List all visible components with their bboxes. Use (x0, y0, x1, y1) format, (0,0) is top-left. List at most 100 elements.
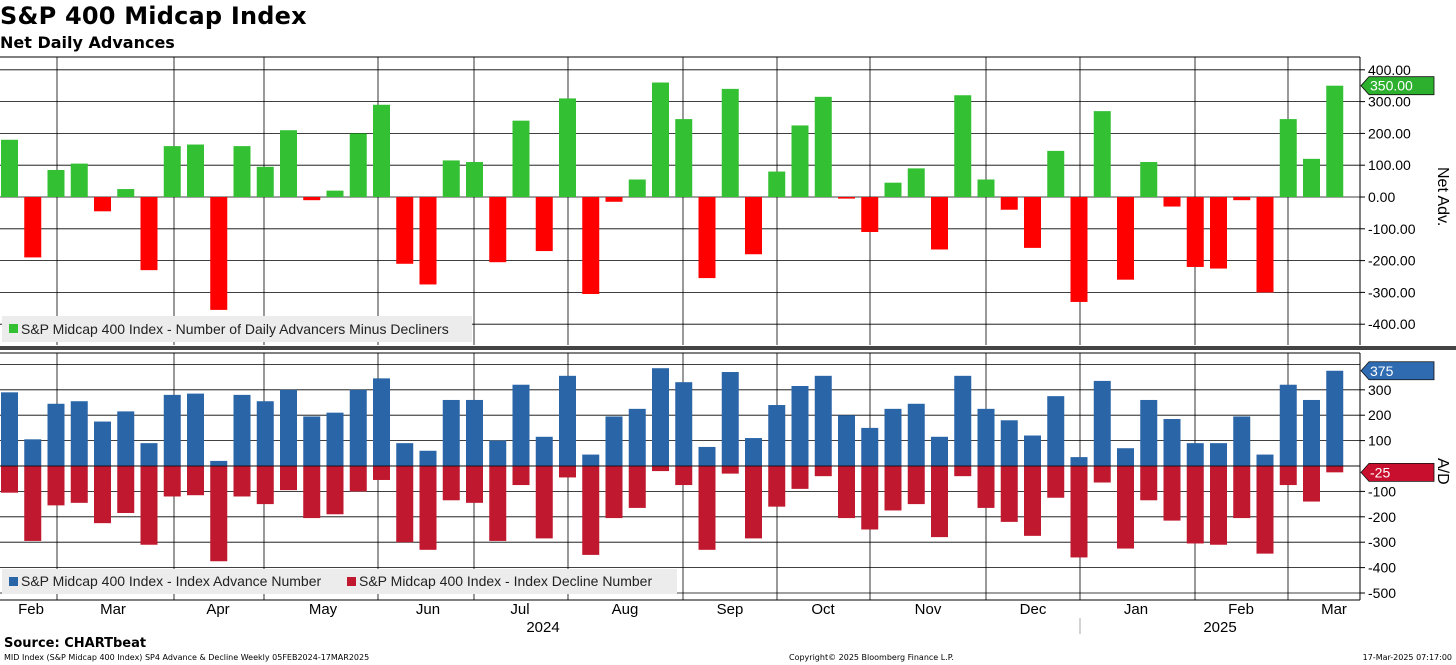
decline-bar (745, 466, 762, 539)
footer-timestamp: 17-Mar-2025 07:17:00 (1362, 653, 1452, 662)
net-advance-bar (1279, 119, 1297, 197)
decline-bar (303, 466, 321, 519)
advance-bar (256, 401, 274, 466)
net-advance-bar (884, 182, 902, 197)
last-value-badges: 350.00 375 -25 (1360, 76, 1435, 482)
decline-bar (628, 466, 646, 508)
top-panel-grid (0, 56, 1360, 345)
advance-bar (931, 436, 948, 466)
x-tick-label: Sep (717, 601, 744, 618)
advance-bar (163, 394, 181, 466)
net-advance-bar (512, 120, 530, 197)
advance-bar (977, 408, 995, 466)
net-advance-bar (1000, 197, 1018, 210)
advance-bar (1186, 443, 1204, 466)
net-advance-bar (47, 169, 65, 197)
x-tick-label: Aug (612, 601, 639, 618)
advance-bar (698, 446, 716, 466)
net-advance-bar (1186, 197, 1204, 267)
advance-bar (884, 408, 902, 466)
x-tick-label: Apr (206, 601, 229, 618)
net-advance-bar (187, 144, 204, 197)
net-advance-bar (256, 166, 274, 197)
decline-bar (931, 466, 948, 538)
net-advance-bar (1163, 197, 1181, 207)
badge-label: 350.00 (1370, 78, 1413, 94)
advance-bar (1000, 420, 1018, 466)
net-advance-bar (303, 197, 321, 201)
decline-bar (652, 466, 669, 472)
advance-bar (1256, 454, 1274, 466)
net-advance-bar (931, 197, 948, 250)
advance-bar (70, 401, 88, 466)
advance-bar (1163, 419, 1181, 466)
net-advance-bar (1024, 197, 1041, 248)
net-advance-bar (954, 95, 972, 197)
decline-bar (605, 466, 623, 519)
decline-bar (1326, 466, 1344, 473)
decline-bar (1279, 466, 1297, 486)
x-tick-label: Jan (1124, 601, 1148, 618)
y-tick-label: -400 (1368, 560, 1396, 576)
decline-bar (884, 466, 902, 511)
advance-bar (1210, 443, 1227, 466)
x-tick-label: Oct (811, 601, 835, 618)
y-tick-label: 300.00 (1368, 94, 1411, 110)
y-tick-label: 400.00 (1368, 62, 1411, 78)
net-advance-bar (1, 139, 18, 197)
advance-bar (466, 399, 483, 466)
advance-bar (1024, 435, 1041, 466)
net-advance-bar (140, 197, 158, 271)
advance-decline-bars (0, 368, 1360, 562)
x-tick-label: May (309, 601, 338, 618)
top-panel-y-axis: 400.00 300.00 200.00 100.00 0.00 -100.00 -200.… (1359, 57, 1451, 345)
source-note: Source: CHARTbeat (4, 636, 147, 651)
decline-bar (280, 466, 297, 491)
chart-title: S&P 400 Midcap Index (0, 2, 307, 30)
advance-bar (791, 385, 809, 466)
net-advance-bar (745, 197, 762, 255)
decline-bar (140, 466, 158, 545)
net-advance-bar (419, 197, 437, 285)
advance-bar (861, 427, 879, 466)
decline-bar (117, 466, 135, 513)
advance-bar (838, 415, 855, 466)
y-tick-label: 0.00 (1368, 189, 1395, 205)
legend-swatch (9, 324, 18, 333)
net-advance-bar (373, 104, 390, 197)
advance-bar (210, 460, 228, 466)
advance-bar (489, 440, 507, 466)
legend-label: S&P Midcap 400 Index - Index Decline Num… (359, 573, 652, 589)
net-advance-bar (814, 96, 832, 197)
decline-bar (489, 466, 507, 541)
advance-bar (419, 450, 437, 466)
chart-subtitle: Net Daily Advances (0, 33, 175, 52)
net-advance-bar (1326, 85, 1344, 197)
x-tick-label: Feb (18, 601, 44, 618)
y-axis-label: Net Adv. (1434, 167, 1451, 226)
net-advance-bar (466, 162, 483, 197)
net-advances-bars (1, 82, 1344, 310)
advance-bar (535, 436, 553, 466)
decline-bar (954, 466, 972, 477)
decline-bar (187, 466, 204, 496)
net-advance-bar (24, 197, 42, 258)
net-advance-bar (628, 179, 646, 197)
last-value-badge-net: 350.00 (1360, 76, 1435, 96)
net-advance-bar (163, 146, 181, 197)
x-axis: Feb Mar Apr May Jun Jul Aug Sep Oct Nov Dec Jan Feb M… (0, 599, 1360, 636)
advance-bar (954, 375, 972, 466)
net-advance-bar (582, 197, 600, 294)
advance-bar (1326, 370, 1344, 466)
x-tick-label: Mar (1321, 601, 1347, 618)
advance-bar (582, 454, 600, 466)
advance-bar (303, 416, 321, 466)
y-tick-label: -400.00 (1368, 316, 1416, 332)
advance-bar (117, 411, 135, 466)
net-advance-bar (768, 171, 786, 197)
x-tick-label: Jul (510, 601, 529, 618)
y-tick-label: 100.00 (1368, 157, 1411, 173)
bottom-panel-y-axis: 300 200 100 -100 -200 -300 -400 -500 A/D (1359, 353, 1451, 601)
net-advance-bar (652, 82, 669, 197)
x-tick-label: Mar (100, 601, 126, 618)
